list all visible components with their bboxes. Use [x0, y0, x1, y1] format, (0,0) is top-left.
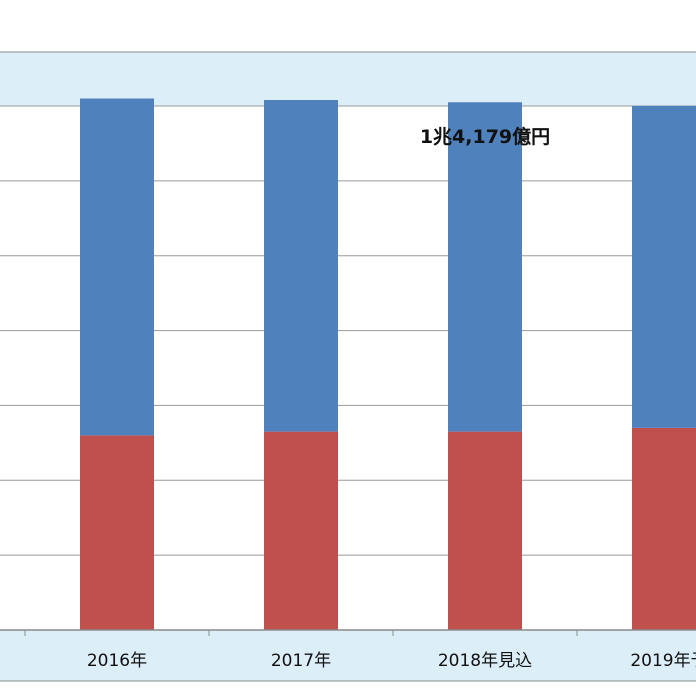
bar-segment-upper: [632, 106, 696, 428]
x-axis-labels: 2016年 2017年 2018年見込 2019年予: [87, 651, 696, 671]
bar-segment-lower: [264, 431, 338, 630]
bar-segment-upper: [264, 100, 338, 432]
x-tick-label: 2017年: [271, 651, 331, 671]
bar-segment-lower: [632, 427, 696, 630]
bar-segment-upper: [80, 98, 154, 436]
header-band: [0, 52, 696, 106]
x-tick-label: 2018年見込: [438, 651, 532, 671]
bar-segment-lower: [80, 435, 154, 630]
bar-segment-upper: [448, 102, 522, 432]
data-label: 1兆4,179億円: [420, 125, 550, 148]
x-tick-label: 2016年: [87, 651, 147, 671]
annotations: 1兆4,179億円: [420, 125, 550, 148]
x-axis-ticks: [24, 630, 578, 636]
x-axis-band: [0, 630, 696, 681]
x-tick-label: 2019年予: [630, 651, 696, 671]
bars: [80, 98, 696, 630]
bar-segment-lower: [448, 431, 522, 630]
